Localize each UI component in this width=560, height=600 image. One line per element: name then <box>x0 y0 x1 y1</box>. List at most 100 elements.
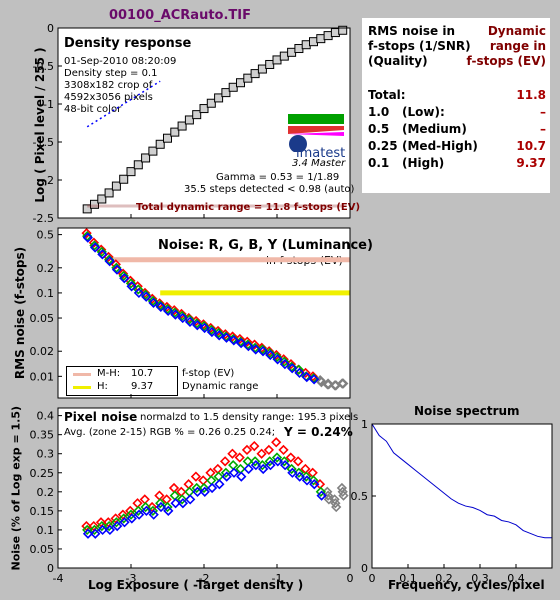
summary-header-right-2: range in <box>489 39 546 53</box>
legend-mh-value: 10.7 <box>131 368 154 379</box>
pixel-noise-point <box>103 517 114 528</box>
noise-legend: M-H: 10.7 H: 9.37 <box>66 366 178 396</box>
noise-ytick-label: 0.02 <box>30 345 55 358</box>
pixel-noise-point <box>236 471 247 482</box>
pixel-noise-heading: Pixel noise <box>64 410 138 424</box>
summary-row-high-b: (High) <box>402 156 445 170</box>
density-point <box>257 64 267 74</box>
pixel-noise-point <box>168 482 180 494</box>
pixel-xtick-label: 0 <box>347 572 354 585</box>
density-point <box>192 110 202 120</box>
density-point <box>155 139 165 149</box>
imatest-logo: imatest <box>296 146 346 161</box>
noise-point <box>243 341 254 352</box>
pixel-noise-point <box>205 467 216 478</box>
pixel-noise-point <box>287 467 298 478</box>
pixel-noise-point <box>301 471 312 482</box>
pixel-ytick-label: 0.05 <box>30 543 55 556</box>
pixel-noise-point <box>322 490 334 501</box>
pixel-noise-point <box>82 528 94 539</box>
density-point <box>228 82 238 92</box>
density-point <box>338 25 348 35</box>
pixel-noise-point <box>206 475 217 486</box>
noise-frame <box>57 227 351 399</box>
pixel-noise-point <box>147 505 159 516</box>
pixel-noise-point <box>220 467 232 478</box>
spectrum-xlabel: Frequency, cycles/pixel <box>388 578 545 592</box>
density-point <box>104 188 114 198</box>
pixel-noise-point <box>155 498 166 509</box>
summary-header-left-3: (Quality) <box>368 54 428 68</box>
noise-ytick-label: 0.05 <box>30 312 55 325</box>
pixel-noise-point <box>264 456 275 467</box>
logo-subtitle: 3.4 Master <box>292 158 346 169</box>
noise-point <box>206 326 218 338</box>
density-point <box>250 69 260 79</box>
density-frame <box>57 27 351 219</box>
pixel-noise-point <box>104 524 116 536</box>
density-point <box>236 78 245 88</box>
noise-point <box>177 312 188 324</box>
noise-point <box>199 322 210 334</box>
pixel-noise-point <box>258 463 269 475</box>
pixel-noise-point <box>322 486 333 497</box>
noise-point <box>126 281 137 292</box>
density-point <box>133 160 143 170</box>
density-point <box>177 121 187 131</box>
pixel-noise-point <box>263 444 275 456</box>
info-line: 4592x3056 pixels <box>64 92 153 103</box>
noise-point <box>234 333 246 345</box>
pixel-noise-point <box>139 494 150 505</box>
noise-point <box>308 374 320 385</box>
spectrum-xtick-label: 0.4 <box>507 572 525 585</box>
summary-row-total-label: Total: <box>368 88 406 102</box>
pixel-ytick-label: 0.15 <box>30 505 55 518</box>
spectrum-title: Noise spectrum <box>414 404 520 418</box>
density-heading: Density response <box>64 36 192 51</box>
pixel-noise-point <box>88 520 99 532</box>
noise-point <box>250 344 261 355</box>
steps-text: 35.5 steps detected < 0.98 (auto) <box>184 184 355 195</box>
pixel-noise-point <box>293 467 305 478</box>
density-point <box>330 28 340 38</box>
noise-point <box>82 232 93 243</box>
pixel-noise-line2: Avg. (zone 2-15) RGB % = 0.26 0.25 0.24; <box>64 427 276 438</box>
pixel-noise-point <box>133 505 144 516</box>
density-point <box>97 194 107 204</box>
spectrum-ytick-label: 0.5 <box>351 490 369 503</box>
pixel-noise-point <box>117 509 129 520</box>
density-ytick-label: -1 <box>43 98 54 111</box>
pixel-noise-point <box>126 513 137 524</box>
pixel-noise-point <box>309 479 320 490</box>
info-line: 01-Sep-2010 08:20:09 <box>64 56 177 67</box>
summary-row-medium-value: – <box>540 122 546 136</box>
spectrum-ytick-label: 1 <box>361 418 368 431</box>
pixel-noise-point <box>221 471 232 482</box>
noise-point <box>104 256 115 267</box>
pixel-xtick-label: -4 <box>53 572 64 585</box>
summary-row-medium-b: (Medium) <box>402 122 467 136</box>
noise-point <box>323 379 334 390</box>
pixel-noise-point <box>118 513 129 524</box>
pixel-noise-point <box>146 501 158 513</box>
noise-point <box>235 338 247 349</box>
pixel-noise-point <box>155 501 167 513</box>
pixel-noise-point <box>162 501 173 513</box>
pixel-noise-point <box>206 482 218 494</box>
density-point <box>221 88 231 98</box>
pixel-noise-point <box>154 490 165 501</box>
pixel-noise-point <box>279 460 291 471</box>
density-point <box>206 98 216 108</box>
noise-ytick-label: 0.5 <box>37 229 55 242</box>
legend-swatch-mh <box>73 373 91 376</box>
density-ytick-label: -1.5 <box>33 136 54 149</box>
noise-heading: Noise: R, G, B, Y (Luminance) <box>158 238 373 253</box>
density-point <box>126 167 136 177</box>
noise-point <box>227 331 238 342</box>
noise-point <box>96 246 107 258</box>
spectrum-xtick-label: 0 <box>369 572 376 585</box>
pixel-ytick-label: 0.35 <box>30 429 55 442</box>
noise-point <box>257 346 269 357</box>
pixel-noise-point <box>249 440 260 452</box>
pixel-noise-point <box>214 479 225 490</box>
